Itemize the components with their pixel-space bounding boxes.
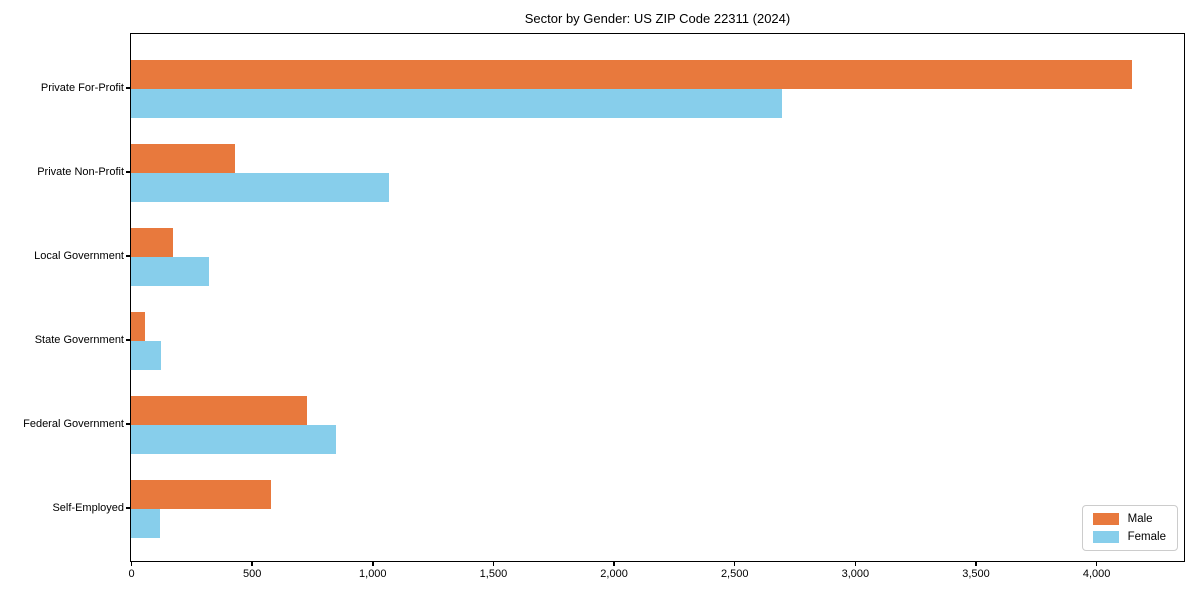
- ytick-label: Private Non-Profit: [37, 166, 124, 178]
- ytick-mark: [126, 87, 130, 89]
- xtick-label: 2,500: [720, 568, 749, 580]
- xtick-mark: [854, 562, 857, 566]
- bar-female-3: [131, 257, 210, 286]
- ytick-label: State Government: [34, 334, 124, 346]
- bar-male-4: [131, 312, 146, 341]
- xtick-mark: [372, 562, 374, 566]
- xtick-label: 500: [242, 568, 262, 580]
- bar-male-3: [131, 228, 174, 257]
- chart-title: Sector by Gender: US ZIP Code 22311 (202…: [524, 11, 791, 26]
- bar-male-6: [131, 480, 271, 509]
- ytick-label: Self-Employed: [52, 502, 124, 514]
- legend-label-male: Male: [1127, 513, 1153, 525]
- ytick-mark: [126, 423, 130, 425]
- xtick-mark: [1095, 562, 1098, 566]
- bar-male-2: [131, 144, 235, 173]
- bar-female-2: [131, 173, 390, 202]
- bar-female-6: [131, 509, 160, 538]
- legend: Male Female: [1081, 505, 1178, 551]
- xtick-mark: [251, 562, 253, 566]
- xtick-mark: [733, 562, 736, 566]
- xtick-label: 0: [128, 568, 135, 580]
- ytick-label: Federal Government: [23, 418, 124, 430]
- xtick-mark: [492, 562, 495, 566]
- bar-female-4: [131, 341, 162, 370]
- bar-female-1: [131, 89, 783, 118]
- bar-male-5: [131, 396, 308, 425]
- xtick-label: 1,000: [359, 568, 387, 580]
- xtick-label: 2,000: [600, 568, 628, 580]
- xtick-label: 1,500: [479, 568, 508, 580]
- xtick-mark: [130, 562, 133, 566]
- bar-female-5: [131, 425, 337, 454]
- xtick-mark: [975, 562, 977, 566]
- legend-swatch-female-icon: [1092, 531, 1119, 543]
- xtick-mark: [613, 562, 615, 566]
- legend-label-female: Female: [1127, 531, 1166, 543]
- bar-male-1: [131, 60, 1133, 89]
- ytick-mark: [126, 171, 130, 173]
- ytick-mark: [126, 255, 130, 257]
- legend-entry-female: Female: [1092, 531, 1166, 543]
- ytick-label: Local Government: [34, 250, 124, 262]
- xtick-label: 4,000: [1082, 568, 1111, 580]
- plot-area: Male Female: [130, 33, 1185, 562]
- ytick-mark: [126, 507, 130, 509]
- ytick-mark: [126, 339, 130, 341]
- legend-entry-male: Male: [1092, 513, 1166, 525]
- ytick-label: Private For-Profit: [40, 82, 124, 94]
- legend-swatch-male-icon: [1092, 513, 1119, 525]
- xtick-label: 3,500: [962, 568, 990, 580]
- xtick-label: 3,000: [841, 568, 870, 580]
